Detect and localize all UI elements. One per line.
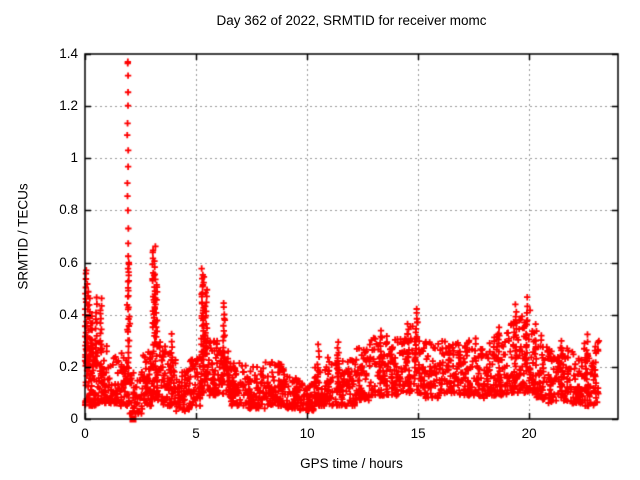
y-tick-label: 1 bbox=[70, 150, 78, 166]
y-tick-label: 0.6 bbox=[59, 254, 78, 270]
chart-title: Day 362 of 2022, SRMTID for receiver mom… bbox=[216, 13, 487, 28]
y-tick-label: 0.4 bbox=[59, 306, 78, 322]
x-tick-label: 20 bbox=[521, 426, 537, 441]
y-tick-label: 0.2 bbox=[59, 358, 78, 374]
y-tick-label: 1.4 bbox=[59, 46, 78, 61]
x-tick-label: 10 bbox=[299, 426, 315, 441]
x-tick-label: 0 bbox=[81, 426, 89, 441]
y-tick-label: 0 bbox=[70, 411, 78, 426]
y-tick-label: 0.8 bbox=[59, 202, 78, 218]
y-axis-label: SRMTID / TECUs bbox=[15, 183, 31, 290]
y-tick-label: 1.2 bbox=[59, 98, 78, 114]
x-tick-label: 5 bbox=[192, 426, 200, 441]
x-tick-label: 15 bbox=[410, 426, 426, 441]
x-axis-label: GPS time / hours bbox=[300, 456, 403, 471]
